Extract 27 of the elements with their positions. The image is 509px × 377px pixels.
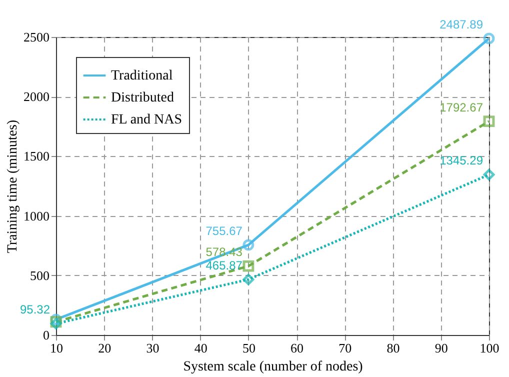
legend-label: FL and NAS — [111, 112, 182, 128]
x-tick-label: 60 — [290, 340, 304, 356]
x-tick-label: 100 — [480, 340, 500, 356]
legend-label: Traditional — [111, 68, 173, 84]
data-label: 1345.29 — [440, 154, 484, 168]
x-tick-label: 50 — [242, 340, 256, 356]
data-label: 465.87 — [206, 258, 243, 272]
y-axis-title: Training time (minutes) — [6, 120, 20, 254]
data-label: 1792.67 — [440, 100, 484, 114]
y-tick-label: 2500 — [24, 30, 50, 44]
data-label: 755.67 — [206, 224, 243, 238]
y-tick-label: 1500 — [24, 148, 50, 164]
data-label: 95.32 — [20, 302, 50, 317]
x-tick-label: 40 — [194, 340, 208, 356]
x-tick-label: 70 — [338, 340, 352, 356]
y-tick-label: 2000 — [24, 89, 50, 104]
legend-label: Distributed — [111, 90, 174, 106]
y-tick-label: 500 — [30, 268, 50, 283]
y-tick-label: 1000 — [24, 208, 50, 224]
x-axis-title: System scale (number of nodes) — [183, 360, 364, 374]
y-tick-label: 0 — [43, 328, 50, 342]
x-tick-label: 30 — [146, 340, 160, 356]
data-label: 2487.89 — [440, 17, 484, 32]
x-tick-label: 80 — [386, 340, 400, 356]
x-tick-label: 90 — [434, 340, 448, 356]
x-tick-label: 10 — [50, 340, 63, 356]
x-tick-label: 20 — [98, 340, 112, 356]
